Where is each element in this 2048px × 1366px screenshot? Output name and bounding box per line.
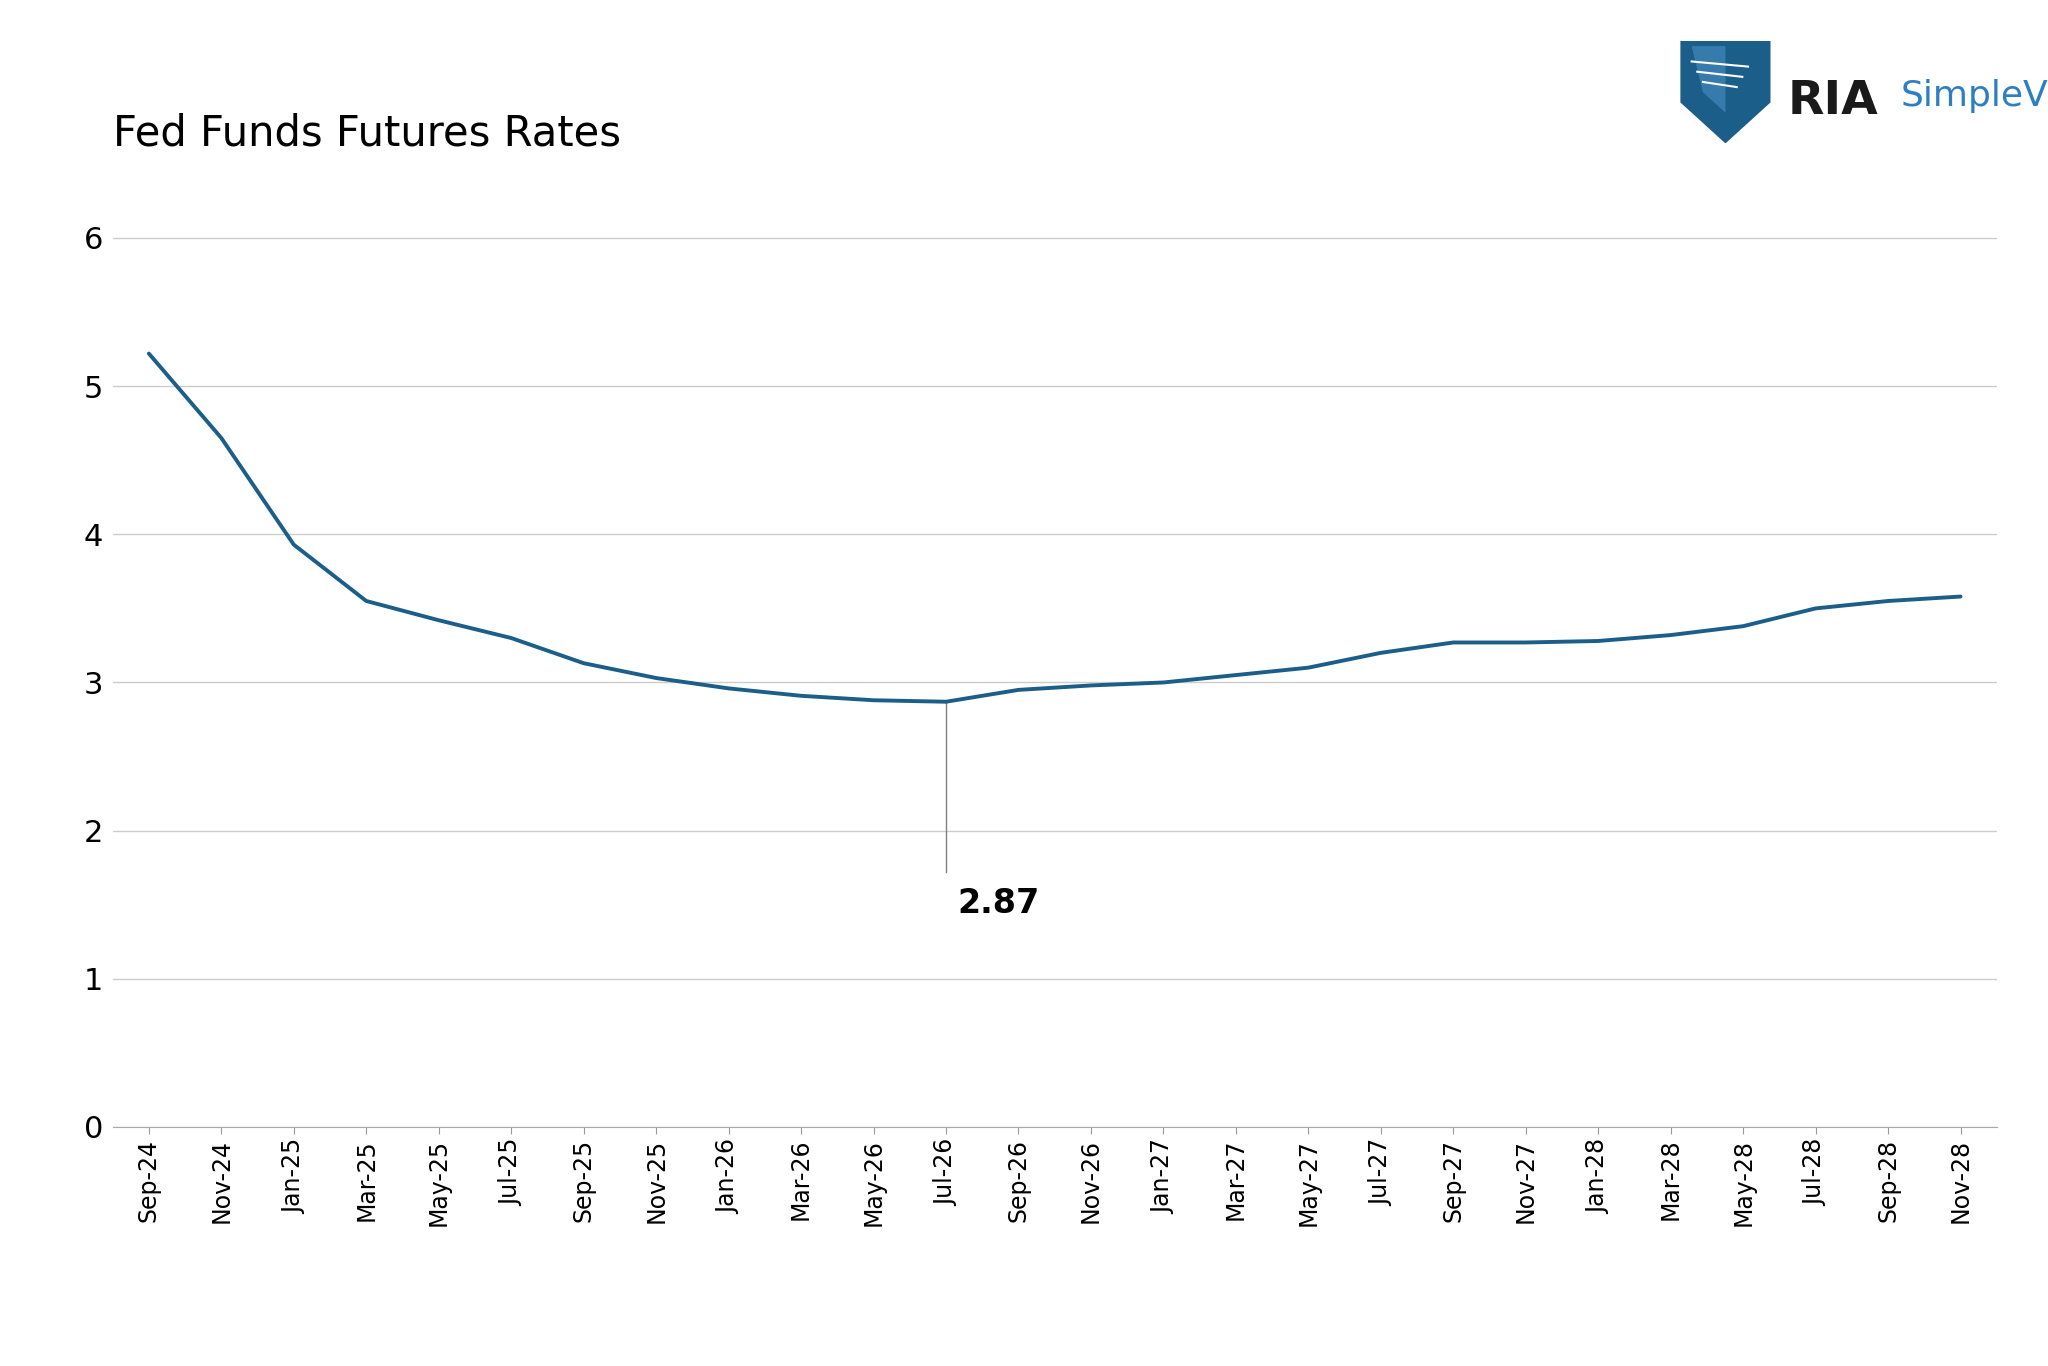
- Text: SimpleVisor: SimpleVisor: [1901, 79, 2048, 113]
- Text: RIA: RIA: [1788, 79, 1878, 124]
- Text: Fed Funds Futures Rates: Fed Funds Futures Rates: [113, 112, 621, 154]
- Polygon shape: [1692, 46, 1724, 113]
- Polygon shape: [1679, 41, 1769, 143]
- Text: 2.87: 2.87: [956, 887, 1038, 919]
